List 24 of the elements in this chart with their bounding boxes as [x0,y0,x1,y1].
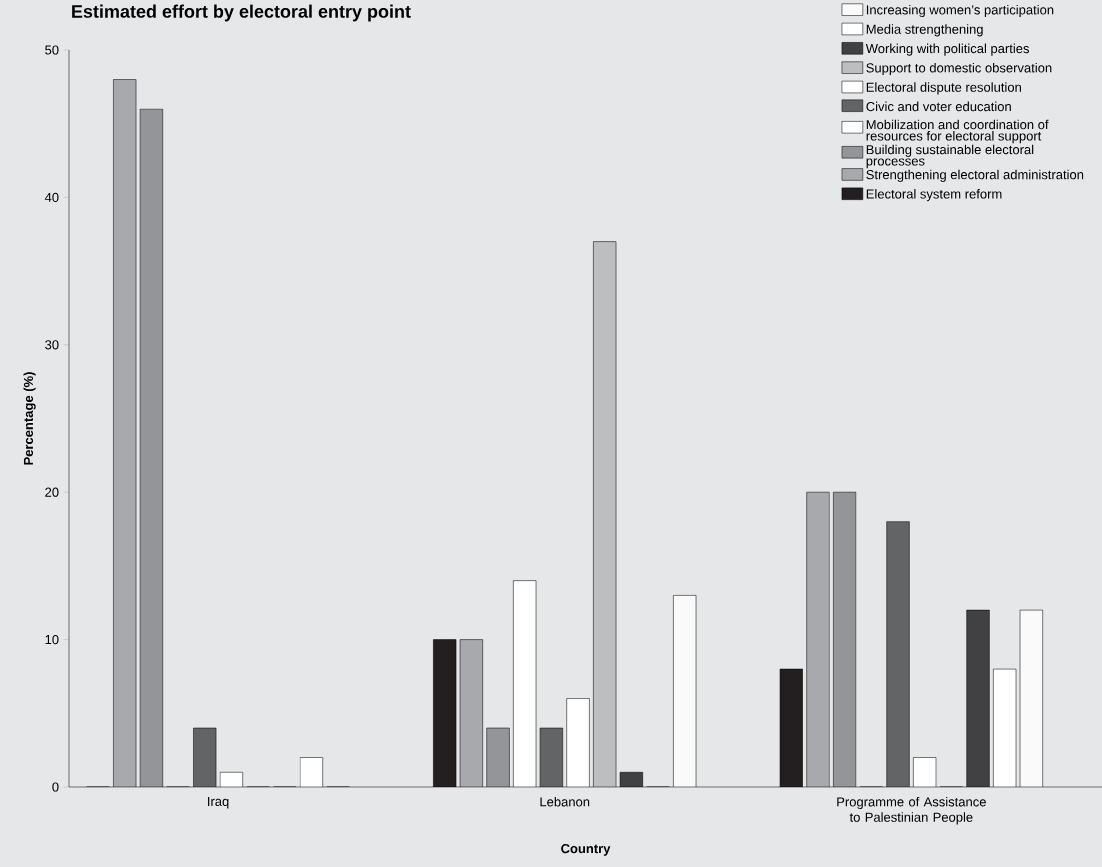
x-tick-label: Programme of Assistance to Palestinian People [837,796,986,825]
legend-label: Electoral dispute resolution [866,82,1021,95]
legend-label: Mobilization and coordination of resources for electoral support [866,119,1049,144]
y-tick-label: 10 [45,635,59,645]
x-tick-label: Iraq [208,796,229,809]
y-tick-label: 30 [45,340,59,350]
legend-label: Building sustainable electoral processes [866,144,1034,169]
legend-label: Increasing women’s participation [866,4,1054,18]
x-axis-title: Country [561,843,611,856]
bar [673,595,697,787]
bar [1019,609,1043,787]
y-tick-label: 40 [44,192,59,202]
legend-label: Media strengthening [866,24,983,37]
y-tick-label: 50 [45,45,59,55]
legend-label: Strengthening electoral administration [866,169,1084,182]
x-tick-label: Lebanon [540,796,590,807]
chart-title: Estimated effort by electoral entry point [72,4,411,22]
y-tick-label: 20 [45,487,59,497]
y-axis-title: Percentage (%) [23,372,36,465]
legend-label: Support to domestic observation [866,62,1052,76]
y-tick-label: 0 [52,782,59,792]
legend-label: Electoral system reform [866,189,1002,202]
legend-label: Working with political parties [865,43,1030,56]
legend-label: Civic and voter education [866,101,1011,112]
